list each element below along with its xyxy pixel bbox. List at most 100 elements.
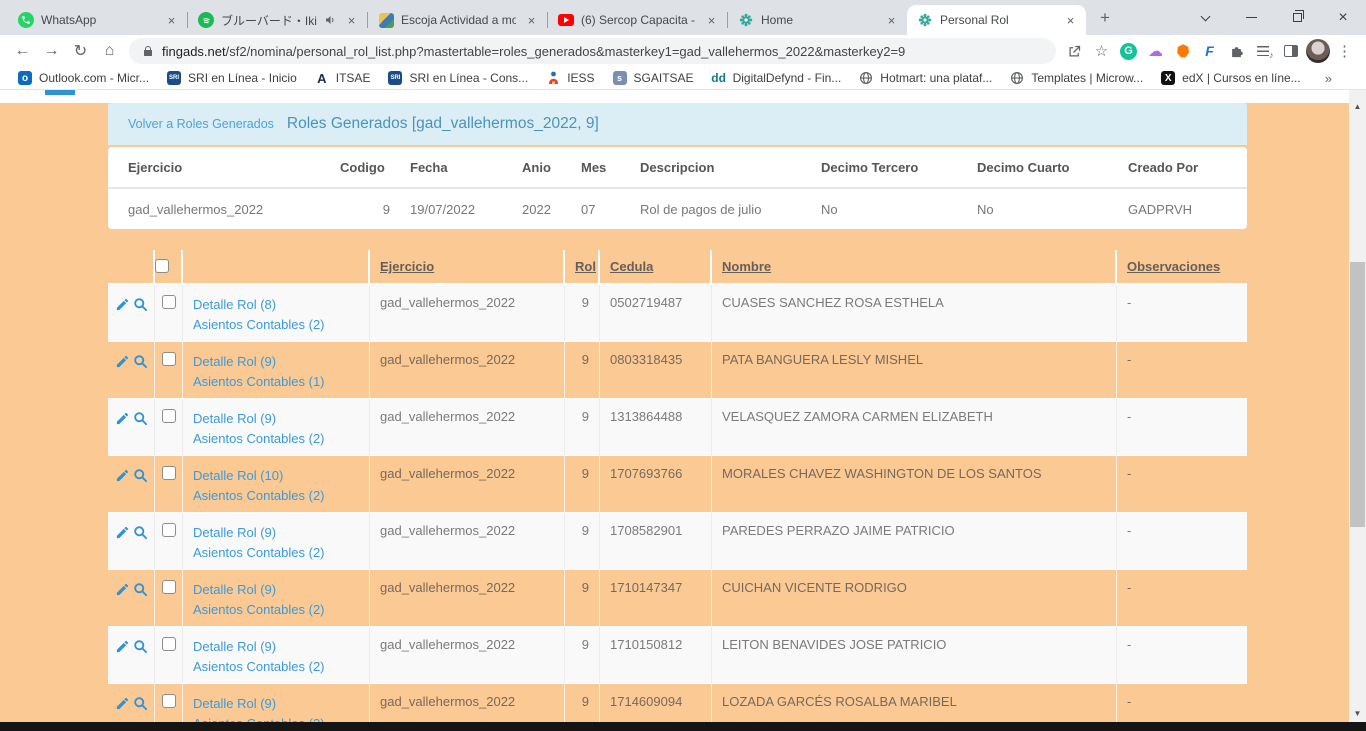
edit-icon[interactable]: [115, 639, 130, 657]
browser-menu-icon[interactable]: ⋮: [1337, 43, 1352, 60]
edit-icon[interactable]: [115, 696, 130, 714]
tab-close-icon[interactable]: ×: [167, 12, 176, 28]
detalle-rol-link[interactable]: Detalle Rol (8): [193, 297, 277, 312]
scroll-up-icon[interactable]: ▲: [1353, 102, 1362, 111]
new-tab-button[interactable]: +: [1100, 8, 1110, 27]
scrollbar-thumb[interactable]: [1350, 262, 1365, 527]
tab-youtube[interactable]: (6) Sercop Capacita - ×: [548, 5, 727, 35]
asientos-contables-link[interactable]: Asientos Contables (2): [193, 488, 325, 503]
bookmark-sgaitsae[interactable]: s SGAITSAE: [605, 69, 701, 87]
window-close-button[interactable]: ×: [1338, 8, 1348, 26]
search-icon[interactable]: [133, 411, 148, 429]
window-minimize-button[interactable]: [1228, 0, 1274, 35]
edit-icon[interactable]: [115, 354, 130, 372]
detalle-rol-link[interactable]: Detalle Rol (10): [193, 468, 284, 483]
avast-extension-icon[interactable]: [1170, 39, 1195, 64]
col-header-nombre[interactable]: Nombre: [712, 250, 1117, 285]
detalle-rol-link[interactable]: Detalle Rol (9): [193, 354, 277, 369]
url-host: fingads.net: [162, 43, 226, 59]
row-checkbox[interactable]: [161, 580, 176, 594]
extensions-puzzle-icon[interactable]: [1224, 39, 1249, 64]
scroll-down-icon[interactable]: ▼: [1353, 709, 1362, 718]
window-restore-button[interactable]: [1274, 0, 1320, 35]
reload-icon[interactable]: ↻: [73, 43, 88, 60]
row-checkbox[interactable]: [161, 352, 176, 366]
bookmark-star-icon[interactable]: ☆: [1094, 43, 1109, 60]
bookmark-templates[interactable]: Templates | Microw...: [1002, 69, 1150, 87]
share-icon[interactable]: [1062, 39, 1087, 64]
side-panel-icon[interactable]: [1278, 39, 1303, 64]
forward-icon[interactable]: →: [43, 42, 60, 59]
profile-avatar[interactable]: [1305, 39, 1330, 64]
edit-icon[interactable]: [115, 411, 130, 429]
tab-whatsapp[interactable]: WhatsApp ×: [8, 5, 187, 35]
globe-icon: [858, 70, 874, 86]
tab-search-icon[interactable]: [1182, 0, 1228, 35]
search-icon[interactable]: [133, 297, 148, 315]
search-icon[interactable]: [133, 354, 148, 372]
url-text[interactable]: fingads.net/sf2/nomina/personal_rol_list…: [162, 44, 905, 59]
bookmark-digitaldefynd[interactable]: dd DigitalDefynd - Fin...: [711, 71, 842, 85]
tab-close-icon[interactable]: ×: [1066, 12, 1075, 28]
search-icon[interactable]: [133, 696, 148, 714]
col-header-rol[interactable]: Rol: [565, 250, 600, 285]
address-bar[interactable]: fingads.net/sf2/nomina/personal_rol_list…: [129, 38, 1056, 64]
playlist-extension-icon[interactable]: ♪: [1251, 39, 1276, 64]
detalle-rol-link[interactable]: Detalle Rol (9): [193, 696, 277, 711]
bookmark-sri-consultas[interactable]: SRI SRI en Línea - Cons...: [380, 69, 535, 87]
cloud-extension-icon[interactable]: ☁: [1148, 43, 1163, 60]
tab-audio-icon[interactable]: [324, 14, 336, 26]
tab-close-icon[interactable]: ×: [887, 12, 896, 28]
back-icon[interactable]: ←: [14, 42, 31, 59]
tab-label: Personal Rol: [940, 13, 1009, 27]
bookmark-sri-inicio[interactable]: SRI SRI en Línea - Inicio: [159, 69, 304, 87]
edit-icon[interactable]: [115, 297, 130, 315]
table-row: Detalle Rol (9) Asientos Contables (2) g…: [108, 570, 1247, 627]
vertical-scrollbar[interactable]: ▲ ▼: [1349, 90, 1366, 731]
col-header-cedula[interactable]: Cedula: [600, 250, 712, 285]
col-header-observaciones[interactable]: Observaciones: [1117, 250, 1247, 285]
bookmark-itsae[interactable]: A ITSAE: [307, 69, 378, 87]
bookmark-iess[interactable]: IESS: [538, 69, 601, 87]
bookmark-outlook[interactable]: o Outlook.com - Micr...: [10, 69, 156, 87]
tab-spotify[interactable]: ブルーバード・Ikimo ×: [188, 5, 367, 35]
bookmark-hotmart[interactable]: Hotmart: una plataf...: [851, 69, 999, 87]
asientos-contables-link[interactable]: Asientos Contables (2): [193, 659, 325, 674]
tab-close-icon[interactable]: ×: [347, 12, 356, 28]
search-icon[interactable]: [133, 525, 148, 543]
bookmarks-overflow-icon[interactable]: »: [1324, 70, 1332, 86]
row-checkbox[interactable]: [161, 694, 176, 708]
search-icon[interactable]: [133, 468, 148, 486]
asientos-contables-link[interactable]: Asientos Contables (2): [193, 545, 325, 560]
edit-icon[interactable]: [115, 525, 130, 543]
tab-close-icon[interactable]: ×: [707, 12, 716, 28]
flag-extension-icon[interactable]: F: [1205, 43, 1214, 59]
tab-escoja-actividad[interactable]: Escoja Actividad a mo ×: [368, 5, 547, 35]
home-icon[interactable]: ⌂: [104, 42, 115, 59]
detalle-rol-link[interactable]: Detalle Rol (9): [193, 639, 277, 654]
col-header-ejercicio[interactable]: Ejercicio: [370, 250, 565, 285]
asientos-contables-link[interactable]: Asientos Contables (2): [193, 317, 325, 332]
select-all-checkbox[interactable]: [155, 259, 169, 273]
row-checkbox[interactable]: [161, 466, 176, 480]
row-checkbox[interactable]: [161, 637, 176, 651]
bookmark-edx[interactable]: X edX | Cursos en líne...: [1153, 69, 1308, 87]
back-to-roles-link[interactable]: Volver a Roles Generados: [128, 117, 274, 131]
row-checkbox[interactable]: [161, 409, 176, 423]
search-icon[interactable]: [133, 582, 148, 600]
grammarly-extension-icon[interactable]: G: [1116, 39, 1141, 64]
search-icon[interactable]: [133, 639, 148, 657]
tab-personal-rol-active[interactable]: Personal Rol ×: [907, 5, 1086, 35]
asientos-contables-link[interactable]: Asientos Contables (1): [193, 374, 325, 389]
detalle-rol-link[interactable]: Detalle Rol (9): [193, 411, 277, 426]
detalle-rol-link[interactable]: Detalle Rol (9): [193, 582, 277, 597]
detalle-rol-link[interactable]: Detalle Rol (9): [193, 525, 277, 540]
edit-icon[interactable]: [115, 468, 130, 486]
edit-icon[interactable]: [115, 582, 130, 600]
tab-home[interactable]: Home ×: [728, 5, 907, 35]
row-checkbox[interactable]: [161, 523, 176, 537]
tab-close-icon[interactable]: ×: [527, 12, 536, 28]
asientos-contables-link[interactable]: Asientos Contables (2): [193, 431, 325, 446]
asientos-contables-link[interactable]: Asientos Contables (2): [193, 602, 325, 617]
row-checkbox[interactable]: [161, 295, 176, 309]
